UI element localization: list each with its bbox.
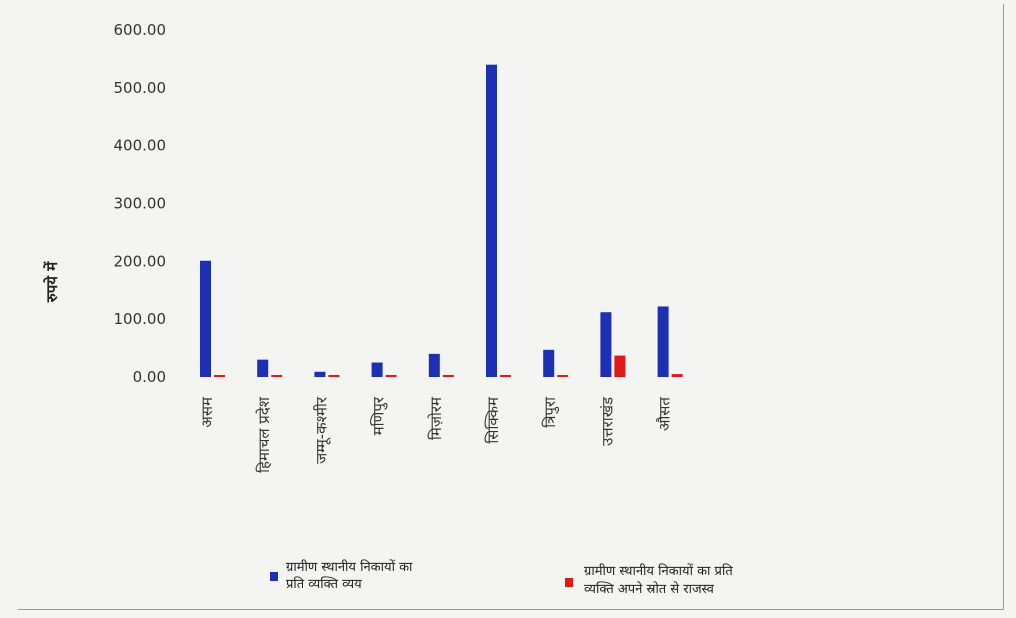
bar-expenditure-0 (200, 260, 211, 377)
chart-frame (18, 4, 1004, 610)
bar-expenditure-8 (657, 306, 669, 377)
y-tick-label: 600.00 (114, 21, 167, 39)
bar-own-revenue-8 (671, 374, 683, 377)
legend-label-own-revenue-line2: व्यक्ति अपने स्रोत से राजस्व (584, 581, 715, 597)
y-tick-label: 500.00 (114, 79, 167, 97)
legend-label-expenditure-line2: प्रति व्यक्ति व्यय (286, 576, 362, 592)
x-axis-categories: असम हिमाचल प्रदेश जम्मू-कश्मीर मणिपुर मिज़ोर… (198, 396, 674, 473)
bar-expenditure-5 (486, 64, 497, 377)
bar-expenditure-7 (600, 312, 612, 377)
category-label: सिक्किम (484, 396, 502, 444)
bar-expenditure-2 (314, 371, 326, 377)
bar-expenditure-1 (257, 359, 269, 377)
bar-own-revenue-5 (500, 375, 511, 377)
legend-swatch-expenditure (270, 572, 278, 581)
bar-own-revenue-1 (271, 375, 283, 377)
bar-expenditure-6 (543, 349, 555, 377)
legend-label-own-revenue-line1: ग्रामीण स्थानीय निकायों का प्रति (584, 563, 733, 579)
bar-own-revenue-7 (614, 355, 626, 377)
bar-expenditure-4 (428, 353, 440, 377)
bar-own-revenue-3 (385, 375, 397, 377)
bar-own-revenue-6 (557, 375, 569, 377)
y-tick-label: 200.00 (114, 252, 167, 270)
category-label: औसत (656, 397, 674, 431)
bar-own-revenue-0 (214, 375, 225, 377)
y-axis-ticks: 0.00 100.00 200.00 300.00 400.00 500.00 600.00 (114, 21, 167, 386)
category-label: असम (198, 396, 216, 428)
bar-own-revenue-4 (442, 375, 454, 377)
bar-own-revenue-2 (328, 375, 340, 377)
category-label: उत्तराखंड (598, 396, 616, 446)
y-tick-label: 400.00 (114, 137, 167, 155)
legend-label-expenditure-line1: ग्रामीण स्थानीय निकायों का (286, 559, 413, 575)
category-label: हिमाचल प्रदेश (255, 396, 273, 473)
y-tick-label: 0.00 (133, 368, 166, 386)
y-axis-label: रुपये में (43, 261, 61, 303)
category-label: मिज़ोरम (427, 396, 445, 440)
bar-series (200, 64, 683, 377)
category-label: मणिपुर (370, 396, 389, 435)
category-label: त्रिपुरा (541, 396, 560, 428)
y-tick-label: 300.00 (114, 195, 167, 213)
y-tick-label: 100.00 (114, 310, 167, 328)
legend: ग्रामीण स्थानीय निकायों का प्रति व्यक्ति… (270, 559, 733, 597)
legend-swatch-own-revenue (565, 578, 573, 587)
bar-expenditure-3 (371, 362, 383, 377)
category-label: जम्मू-कश्मीर (312, 396, 331, 464)
